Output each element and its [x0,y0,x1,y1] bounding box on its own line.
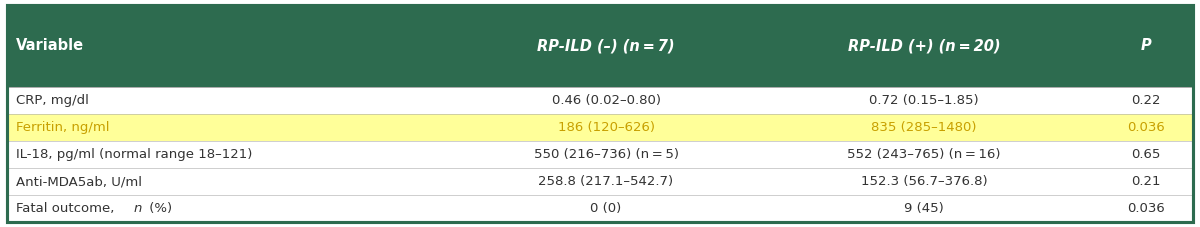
Bar [7,195,1193,222]
Bar [7,5,1193,87]
Text: RP-ILD (–) (n = 7): RP-ILD (–) (n = 7) [538,38,674,53]
Text: n: n [133,202,142,215]
Text: (%): (%) [145,202,173,215]
Text: 9 (45): 9 (45) [904,202,944,215]
Text: 258.8 (217.1–542.7): 258.8 (217.1–542.7) [539,175,673,188]
Text: 152.3 (56.7–376.8): 152.3 (56.7–376.8) [860,175,988,188]
Text: 0.72 (0.15–1.85): 0.72 (0.15–1.85) [869,94,979,107]
Text: 552 (243–765) (n = 16): 552 (243–765) (n = 16) [847,148,1001,161]
Text: 0 (0): 0 (0) [590,202,622,215]
Text: Anti-MDA5ab, U/ml: Anti-MDA5ab, U/ml [16,175,142,188]
Bar [7,168,1193,195]
Text: RP-ILD (+) (n = 20): RP-ILD (+) (n = 20) [847,38,1001,53]
Text: Fatal outcome,: Fatal outcome, [16,202,119,215]
Text: 186 (120–626): 186 (120–626) [558,121,654,134]
Text: Ferritin, ng/ml: Ferritin, ng/ml [16,121,109,134]
Text: Variable: Variable [16,38,84,53]
Text: 0.65: 0.65 [1132,148,1160,161]
Text: 0.036: 0.036 [1127,121,1165,134]
Text: IL-18, pg/ml (normal range 18–121): IL-18, pg/ml (normal range 18–121) [16,148,252,161]
Text: 835 (285–1480): 835 (285–1480) [871,121,977,134]
Bar [7,114,1193,141]
Bar [7,87,1193,114]
Text: CRP, mg/dl: CRP, mg/dl [16,94,89,107]
Text: 0.46 (0.02–0.80): 0.46 (0.02–0.80) [552,94,660,107]
Bar [7,141,1193,168]
Text: 0.21: 0.21 [1132,175,1160,188]
Text: 0.036: 0.036 [1127,202,1165,215]
Text: 0.22: 0.22 [1132,94,1160,107]
Text: P: P [1141,38,1151,53]
Text: 550 (216–736) (n = 5): 550 (216–736) (n = 5) [534,148,678,161]
